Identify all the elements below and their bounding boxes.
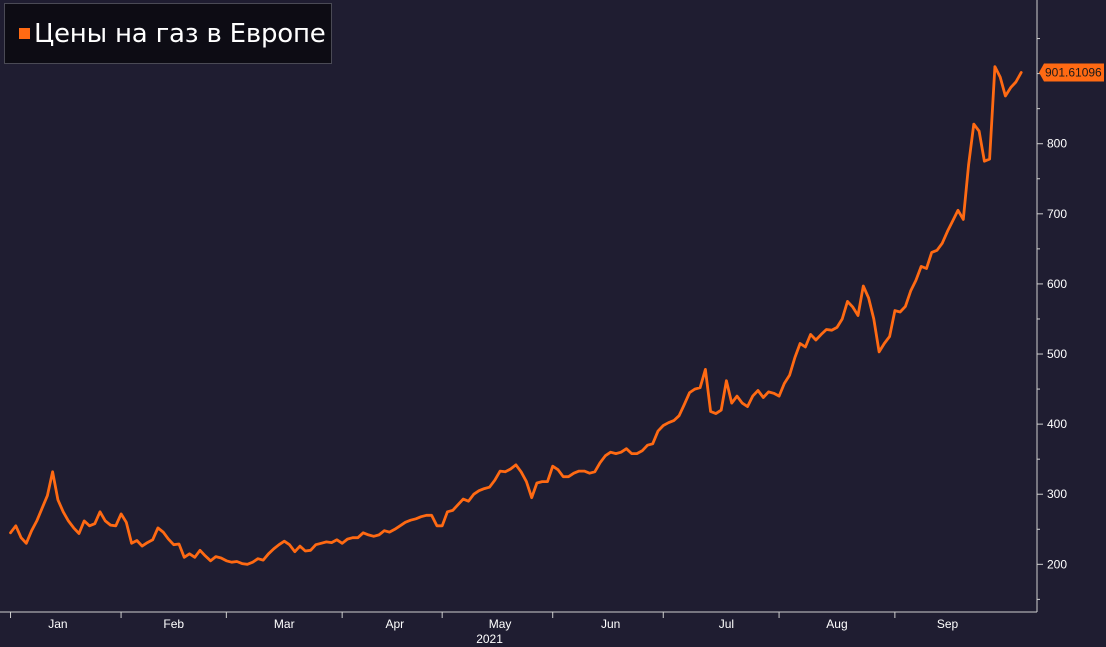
x-year-label: 2021 bbox=[476, 632, 503, 646]
y-tick-label: 300 bbox=[1047, 487, 1067, 501]
legend: Цены на газ в Европе bbox=[4, 3, 332, 64]
y-tick-label: 200 bbox=[1047, 557, 1067, 571]
x-tick-label: Mar bbox=[274, 617, 295, 631]
x-tick-label: Sep bbox=[937, 617, 959, 631]
last-value-background bbox=[1039, 63, 1104, 82]
last-value-marker: 901.61096 bbox=[1039, 63, 1104, 82]
x-tick-label: May bbox=[489, 617, 512, 631]
y-axis-ticks: 200 300 400 500 600 700 800 bbox=[1037, 38, 1067, 600]
y-tick-label: 700 bbox=[1047, 207, 1067, 221]
axes bbox=[0, 0, 1038, 613]
y-tick-label: 800 bbox=[1047, 137, 1067, 151]
x-tick-label: Apr bbox=[385, 617, 404, 631]
legend-swatch bbox=[19, 28, 30, 39]
y-tick-label: 400 bbox=[1047, 417, 1067, 431]
legend-label: Цены на газ в Европе bbox=[34, 18, 326, 49]
x-axis-ticks: Jan Feb Mar Apr May Jun Jul Aug Sep 2021 bbox=[10, 612, 959, 646]
x-tick-label: Jul bbox=[719, 617, 734, 631]
x-tick-label: Jun bbox=[601, 617, 620, 631]
series-line bbox=[9, 65, 1023, 566]
x-tick-label: Aug bbox=[826, 617, 847, 631]
y-tick-label: 600 bbox=[1047, 277, 1067, 291]
x-tick-label: Jan bbox=[48, 617, 67, 631]
last-value-label: 901.61096 bbox=[1045, 65, 1102, 79]
y-tick-label: 500 bbox=[1047, 347, 1067, 361]
x-tick-label: Feb bbox=[163, 617, 184, 631]
